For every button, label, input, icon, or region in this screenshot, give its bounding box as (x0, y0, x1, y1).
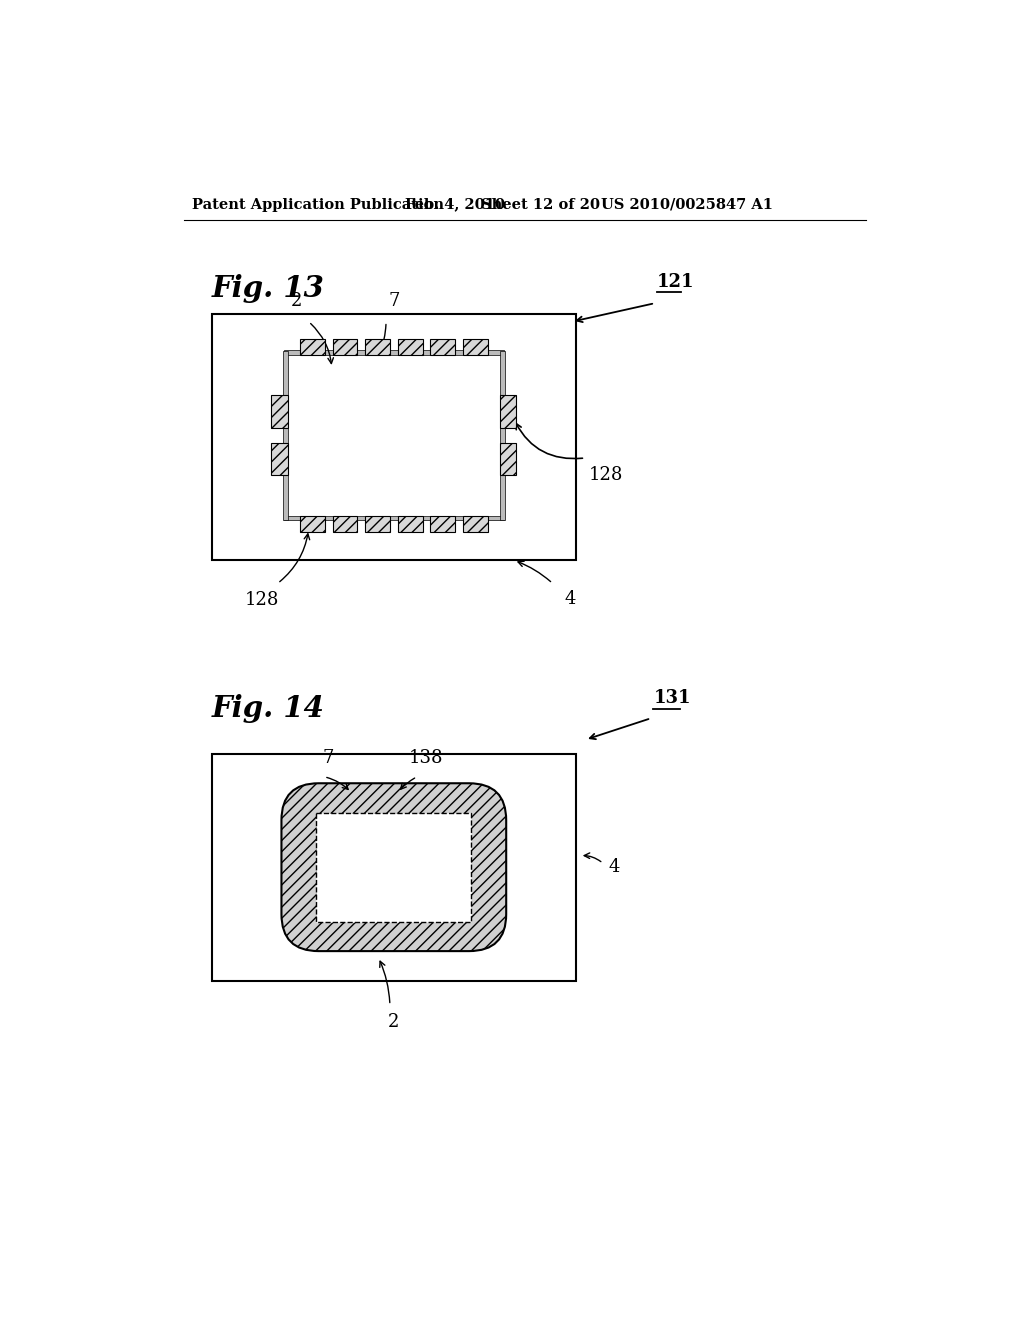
Text: US 2010/0025847 A1: US 2010/0025847 A1 (601, 198, 773, 211)
Text: Fig. 14: Fig. 14 (212, 693, 325, 722)
Bar (500, 395, 516, 428)
Text: 2: 2 (388, 1014, 399, 1031)
Bar (284, 516, 504, 520)
Bar (212, 754, 575, 981)
Text: 128: 128 (245, 591, 280, 609)
Text: 7: 7 (323, 750, 334, 767)
Bar (366, 339, 390, 355)
Text: 121: 121 (656, 273, 694, 290)
Bar (500, 444, 516, 475)
Bar (333, 516, 357, 532)
Text: Patent Application Publication: Patent Application Publication (191, 198, 443, 211)
Bar (397, 516, 423, 532)
Bar (284, 350, 504, 355)
Bar (212, 314, 575, 560)
Bar (333, 339, 357, 355)
Bar (463, 339, 487, 355)
Bar (397, 339, 423, 355)
Bar (286, 352, 503, 517)
Bar (463, 516, 487, 532)
Text: Feb. 4, 2010: Feb. 4, 2010 (406, 198, 506, 211)
Bar (271, 395, 288, 428)
Bar (430, 339, 455, 355)
Text: 2: 2 (291, 292, 303, 310)
Text: 4: 4 (564, 590, 575, 607)
Bar (271, 444, 288, 475)
Text: 138: 138 (410, 750, 443, 767)
Bar (366, 516, 390, 532)
Text: 131: 131 (653, 689, 691, 708)
Bar (500, 351, 505, 520)
Text: 4: 4 (608, 858, 620, 876)
Text: Fig. 13: Fig. 13 (212, 275, 325, 302)
Text: 128: 128 (589, 466, 624, 483)
Bar (316, 813, 471, 921)
Bar (300, 339, 325, 355)
Text: Sheet 12 of 20: Sheet 12 of 20 (480, 198, 600, 211)
Bar (430, 516, 455, 532)
FancyBboxPatch shape (282, 783, 506, 952)
Text: 7: 7 (388, 292, 399, 310)
Bar (300, 516, 325, 532)
Bar (283, 351, 288, 520)
